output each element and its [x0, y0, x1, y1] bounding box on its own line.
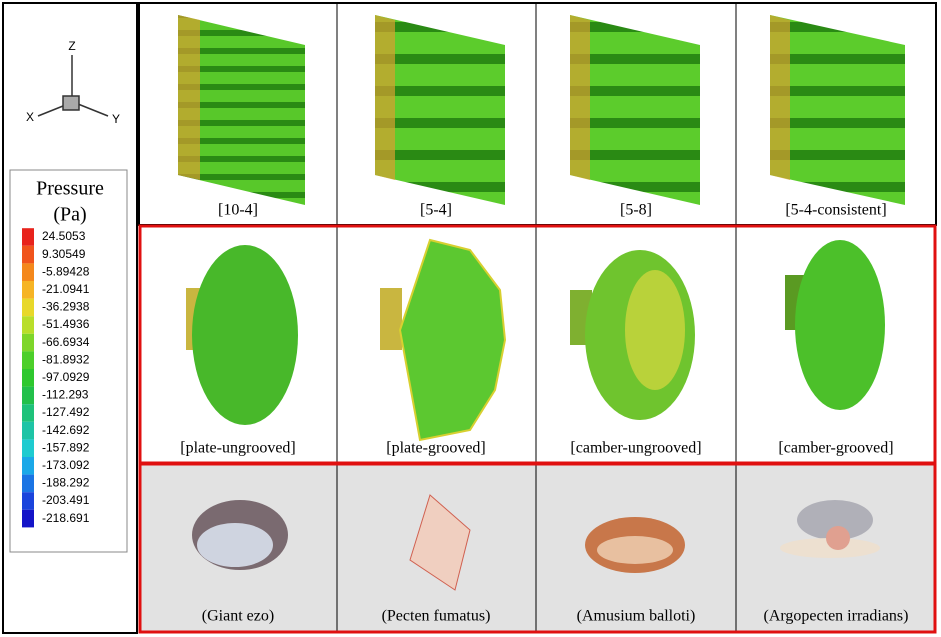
caption: [5-4]	[420, 202, 452, 219]
legend-swatch	[22, 509, 34, 528]
legend-swatch	[22, 351, 34, 369]
row-highlight	[138, 462, 937, 634]
caption: [10-4]	[218, 202, 258, 219]
legend-label: -112.293	[42, 388, 89, 402]
legend-swatch	[22, 298, 34, 317]
legend-swatch	[22, 228, 34, 246]
caption: (Giant ezo)	[202, 608, 274, 625]
caption: [5-8]	[620, 202, 652, 219]
legend-swatch	[22, 369, 34, 387]
simulation-image	[178, 15, 905, 205]
legend-label: -127.492	[42, 405, 90, 419]
legend-swatch	[22, 457, 34, 475]
legend-swatch	[22, 263, 34, 281]
legend-swatch	[22, 474, 34, 493]
captions: [10-4] [5-4] [5-8] [5-4-consistent] [plate-u…	[180, 202, 908, 625]
legend-label: -188.292	[42, 476, 90, 490]
legend-label: -66.6934	[42, 335, 90, 349]
caption: [camber-ungrooved]	[570, 440, 701, 457]
photo	[192, 494, 880, 591]
legend-swatch	[22, 316, 34, 334]
legend-label: -51.4936	[42, 317, 90, 331]
legend-label: -157.892	[42, 440, 90, 454]
legend-label: 24.5053	[42, 229, 86, 243]
axis-label: Z	[68, 39, 75, 53]
caption: [plate-grooved]	[386, 440, 486, 457]
legend-label: -173.092	[42, 458, 90, 472]
caption: [5-4-consistent]	[785, 202, 886, 219]
legend-swatch	[22, 404, 34, 422]
legend-label: -81.8932	[42, 352, 90, 366]
legend-column	[2, 2, 138, 634]
legend-swatch	[22, 333, 34, 352]
legend-label: -5.89428	[42, 264, 90, 278]
axes-triad	[37, 55, 109, 117]
legend-swatch	[22, 439, 34, 457]
simulation-image	[186, 238, 885, 442]
legend-label: -21.0941	[42, 282, 90, 296]
caption: (Pecten fumatus)	[382, 608, 491, 625]
caption: [plate-ungrooved]	[180, 440, 296, 457]
caption: (Argopecten irradians)	[764, 608, 909, 625]
axis-label: Y	[112, 112, 120, 126]
caption: [camber-grooved]	[778, 440, 893, 457]
legend-title: Pressure	[36, 178, 104, 200]
legend-label: 9.30549	[42, 247, 86, 261]
legend-label: -218.691	[42, 511, 90, 525]
legend-label: -97.0929	[42, 370, 90, 384]
legend-label: -142.692	[42, 423, 90, 437]
legend-swatch	[22, 492, 34, 510]
legend-swatch	[22, 245, 34, 264]
legend-label: -203.491	[42, 493, 90, 507]
legend-swatch	[22, 386, 34, 405]
legend-swatch	[22, 421, 34, 440]
caption: (Amusium balloti)	[577, 608, 696, 625]
legend-label: -36.2938	[42, 300, 90, 314]
legend-items: 24.5053 9.30549 -5.89428 -21.0941 -36.2938 -5…	[22, 228, 90, 528]
legend-swatch	[22, 281, 34, 299]
legend-unit: (Pa)	[53, 204, 86, 226]
axis-label: X	[26, 110, 34, 124]
